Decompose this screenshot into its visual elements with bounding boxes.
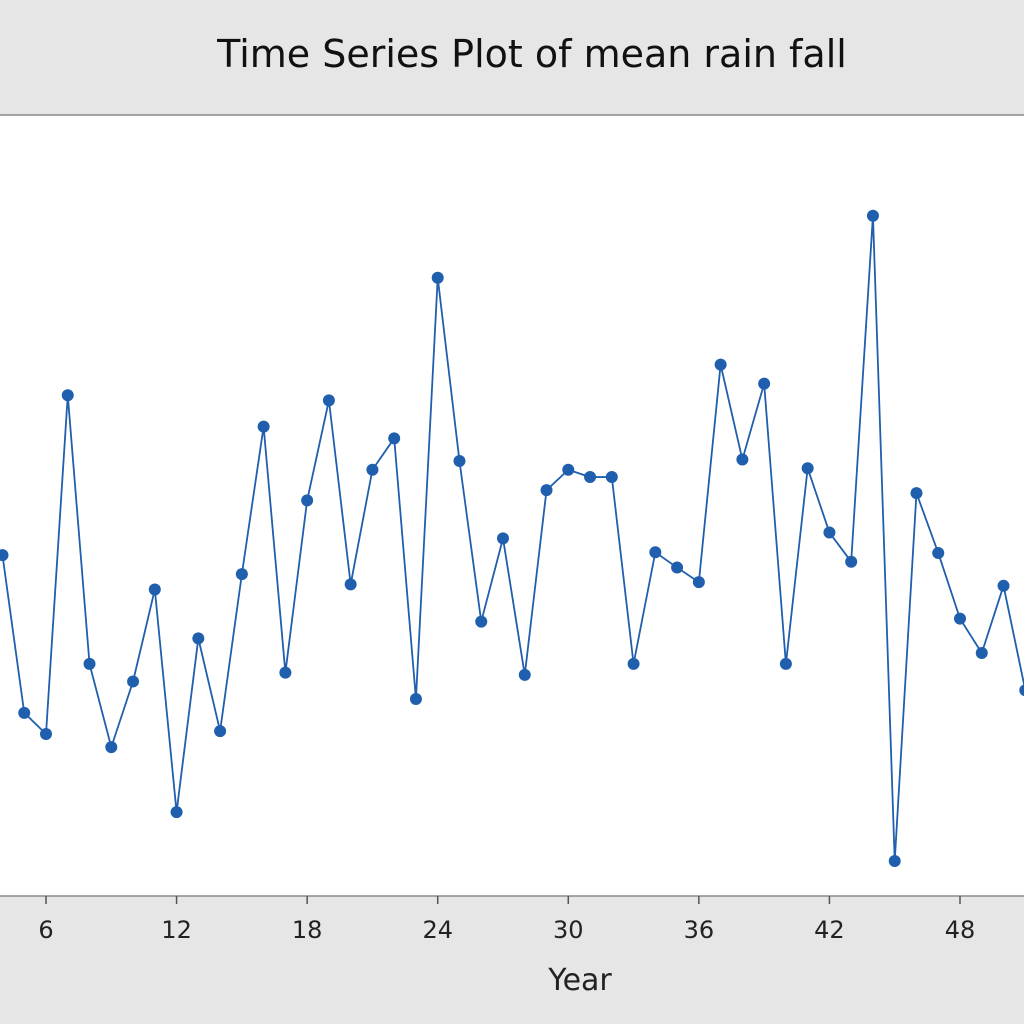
data-point xyxy=(518,668,531,681)
x-axis-label: Year xyxy=(547,963,612,998)
data-point xyxy=(932,546,945,559)
x-tick-label: 42 xyxy=(814,916,845,944)
data-point xyxy=(866,209,879,222)
data-point xyxy=(845,555,858,568)
data-point xyxy=(605,471,618,484)
data-point xyxy=(344,578,357,591)
data-point xyxy=(758,377,771,390)
chart-title: Time Series Plot of mean rain fall xyxy=(216,32,847,76)
x-tick-label: 36 xyxy=(684,916,715,944)
x-tick-label: 12 xyxy=(161,916,192,944)
data-point xyxy=(257,420,270,433)
plot-area xyxy=(0,114,1024,897)
data-point xyxy=(475,615,488,628)
data-point xyxy=(954,612,966,625)
data-point xyxy=(105,741,118,754)
data-point xyxy=(540,484,553,497)
data-point xyxy=(736,453,749,466)
data-point xyxy=(214,725,227,738)
series-group xyxy=(0,209,1024,868)
series-line xyxy=(1,215,1024,862)
data-point xyxy=(714,358,727,371)
data-point xyxy=(1019,684,1024,697)
data-point xyxy=(453,454,466,467)
data-point xyxy=(888,855,901,868)
data-point xyxy=(235,568,248,581)
data-point xyxy=(910,487,923,500)
data-point xyxy=(671,561,684,574)
data-point xyxy=(823,526,836,539)
data-point xyxy=(18,706,31,719)
x-tick-label: 18 xyxy=(292,916,323,944)
data-point xyxy=(148,583,161,596)
x-tick-label: 6 xyxy=(38,916,53,944)
data-point xyxy=(322,394,335,407)
data-point xyxy=(997,579,1010,592)
data-point xyxy=(779,657,792,670)
data-point xyxy=(170,806,183,819)
x-tick-label: 24 xyxy=(422,916,453,944)
x-tick-label: 48 xyxy=(945,916,976,944)
data-point xyxy=(627,657,640,670)
data-point xyxy=(61,389,74,402)
data-point xyxy=(649,546,662,559)
data-point xyxy=(366,463,379,476)
data-point xyxy=(40,728,52,740)
x-tick-label: 30 xyxy=(553,916,584,944)
data-point xyxy=(975,646,988,659)
data-point xyxy=(83,657,96,670)
data-point xyxy=(0,549,9,562)
data-point xyxy=(279,666,292,679)
data-point xyxy=(192,632,205,645)
data-point xyxy=(562,463,575,476)
data-point xyxy=(301,494,314,507)
data-point xyxy=(388,432,401,445)
data-point xyxy=(127,675,140,688)
data-point xyxy=(801,462,814,475)
data-point xyxy=(692,576,705,589)
data-point xyxy=(584,471,597,484)
data-point xyxy=(431,271,444,284)
x-axis: 6 12 18 24 30 36 42 48 xyxy=(38,896,975,944)
data-point xyxy=(409,692,422,705)
data-point xyxy=(497,532,509,545)
